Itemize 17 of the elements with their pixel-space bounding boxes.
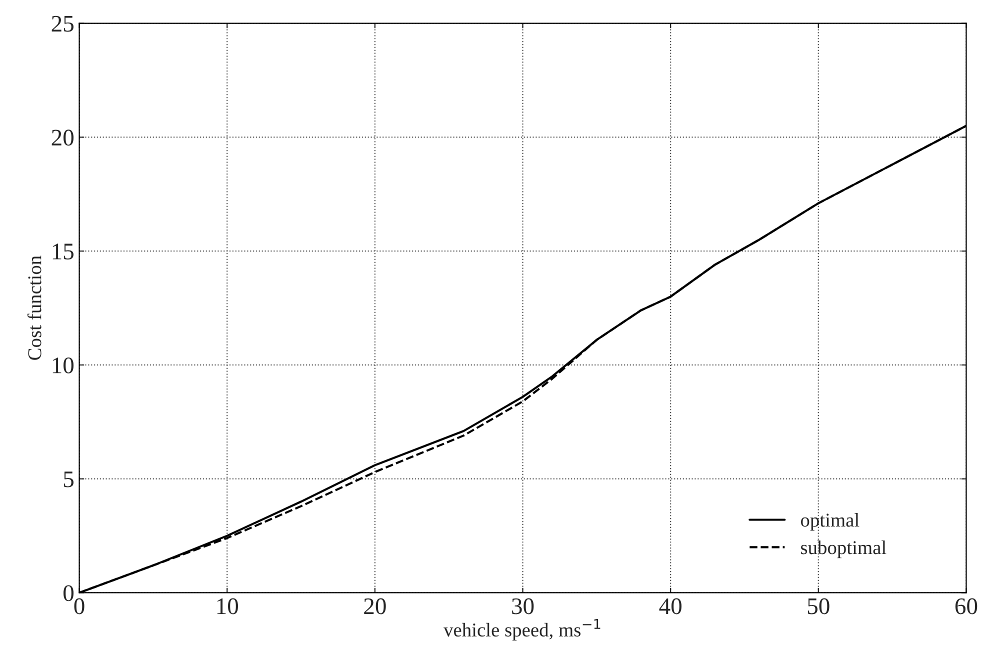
x-tick-label: 0 bbox=[74, 598, 84, 614]
x-tick-label: 40 bbox=[659, 598, 682, 614]
x-tick-label: 10 bbox=[217, 598, 238, 614]
x-tick-label: 20 bbox=[364, 598, 386, 614]
x-tick-label: 60 bbox=[955, 598, 978, 614]
x-axis-title: vehicle speed, ms$^{−1}$ bbox=[444, 619, 600, 641]
legend-label: optimal bbox=[800, 513, 860, 531]
legend-label: suboptimal bbox=[801, 540, 886, 558]
y-tick-label: 10 bbox=[52, 357, 74, 374]
x-tick-label: 30 bbox=[512, 598, 534, 614]
y-axis-title: Cost function bbox=[27, 256, 42, 360]
y-tick-label: 5 bbox=[64, 472, 74, 488]
y-tick-label: 20 bbox=[52, 130, 74, 146]
y-tick-label: 0 bbox=[64, 585, 74, 602]
y-tick-label: 15 bbox=[52, 244, 74, 260]
x-tick-label: 50 bbox=[808, 598, 830, 614]
y-tick-label: 25 bbox=[52, 16, 74, 32]
